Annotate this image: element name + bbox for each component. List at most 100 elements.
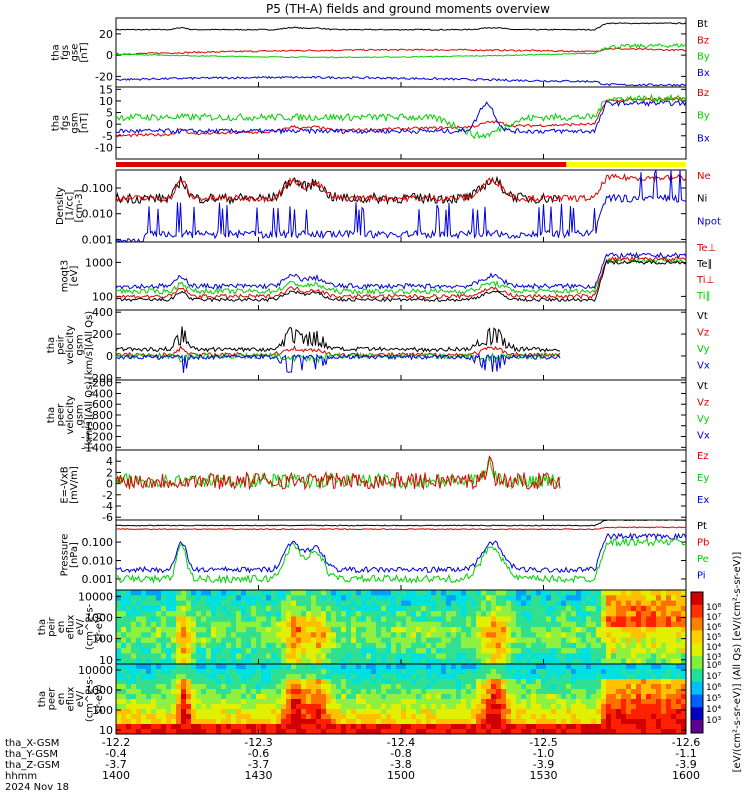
spectrogram-cell (636, 724, 642, 730)
spectrogram-cell (586, 632, 592, 638)
spectrogram-cell (121, 632, 127, 638)
spectrogram-cell (211, 669, 217, 675)
spectrogram-cell (116, 694, 122, 700)
spectrogram-cell (581, 627, 587, 633)
spectrogram-cell (176, 704, 182, 710)
spectrogram-cell (191, 653, 197, 660)
spectrogram-cell (671, 689, 677, 695)
spectrogram-cell (576, 605, 582, 612)
spectrogram-cell (471, 694, 477, 700)
x-row-value: -3.8 (390, 758, 411, 771)
spectrogram-cell (516, 621, 522, 628)
spectrogram-cell (236, 648, 242, 654)
spectrogram-cell (241, 590, 247, 596)
spectrogram-cell (231, 674, 237, 680)
spectrogram-cell (251, 674, 257, 680)
spectrogram-cell (556, 590, 562, 596)
spectrogram-cell (296, 637, 302, 644)
data-trace (115, 251, 687, 291)
spectrogram-cell (491, 621, 497, 628)
spectrogram-cell (666, 658, 672, 665)
spectrogram-cell (546, 719, 552, 725)
spectrogram-cell (501, 724, 507, 730)
spectrogram-cell (256, 689, 262, 695)
spectrogram-cell (231, 616, 237, 623)
spectrogram-cell (181, 694, 187, 700)
spectrogram-cell (136, 719, 142, 725)
spectrogram-cell (261, 679, 267, 685)
spectrogram-cell (296, 679, 302, 685)
spectrogram-cell (251, 719, 257, 725)
spectrogram-cell (136, 648, 142, 654)
spectrogram-cell (386, 684, 392, 690)
spectrogram-cell (431, 611, 437, 617)
spectrogram-cell (411, 642, 417, 649)
spectrogram-cell (471, 704, 477, 710)
spectrogram-cell (491, 689, 497, 695)
spectrogram-cell (681, 600, 687, 607)
spectrogram-cell (641, 637, 647, 644)
spectrogram-cell (306, 605, 312, 612)
spectrogram-cell (516, 605, 522, 612)
spectrogram-cell (461, 616, 467, 623)
spectrogram-cell (556, 621, 562, 628)
spectrogram-cell (451, 679, 457, 685)
spectrogram-cell (631, 658, 637, 665)
spectrogram-cell (406, 724, 412, 730)
spectrogram-cell (281, 704, 287, 710)
spectrogram-cell (561, 709, 567, 715)
spectrogram-cell (261, 600, 267, 607)
spectrogram-cell (471, 605, 477, 612)
spectrogram-cell (146, 724, 152, 730)
spectrogram-cell (591, 729, 597, 735)
spectrogram-cell (356, 648, 362, 654)
spectrogram-cell (236, 621, 242, 628)
spectrogram-cell (396, 679, 402, 685)
spectrogram-cell (391, 605, 397, 612)
spectrogram-cell (331, 632, 337, 638)
spectrogram-cell (426, 616, 432, 623)
spectrogram-cell (591, 658, 597, 665)
spectrogram-cell (591, 616, 597, 623)
spectrogram-cell (311, 679, 317, 685)
spectrogram-cell (636, 621, 642, 628)
spectrogram-cell (181, 621, 187, 628)
spectrogram-cell (451, 699, 457, 705)
spectrogram-cell (416, 611, 422, 617)
spectrogram-cell (601, 621, 607, 628)
spectrogram-cell (266, 709, 272, 715)
spectrogram-cell (396, 648, 402, 654)
spectrogram-cell (671, 595, 677, 601)
spectrogram-cell (351, 642, 357, 649)
spectrogram-cell (681, 648, 687, 654)
spectrogram-cell (361, 605, 367, 612)
spectrogram-cell (446, 704, 452, 710)
spectrogram-cell (511, 627, 517, 633)
spectrogram-cell (121, 679, 127, 685)
spectrogram-cell (526, 605, 532, 612)
spectrogram-cell (301, 669, 307, 675)
spectrogram-cell (216, 642, 222, 649)
spectrogram-cell (196, 664, 202, 670)
spectrogram-cell (331, 714, 337, 720)
spectrogram-cell (296, 714, 302, 720)
spectrogram-cell (541, 627, 547, 633)
spectrogram-cell (576, 689, 582, 695)
spectrogram-cell (336, 704, 342, 710)
spectrogram-cell (666, 637, 672, 644)
spectrogram-cell (481, 714, 487, 720)
spectrogram-cell (666, 632, 672, 638)
spectrogram-cell (431, 664, 437, 670)
spectrogram-cell (216, 653, 222, 660)
spectrogram-cell (166, 595, 172, 601)
spectrogram-cell (621, 621, 627, 628)
legend-entry: Vt (697, 311, 708, 322)
spectrogram-cell (146, 669, 152, 675)
spectrogram-cell (156, 637, 162, 644)
spectrogram-cell (636, 709, 642, 715)
spectrogram-cell (286, 627, 292, 633)
spectrogram-cell (286, 714, 292, 720)
spectrogram-cell (486, 648, 492, 654)
spectrogram-cell (461, 637, 467, 644)
spectrogram-cell (271, 699, 277, 705)
